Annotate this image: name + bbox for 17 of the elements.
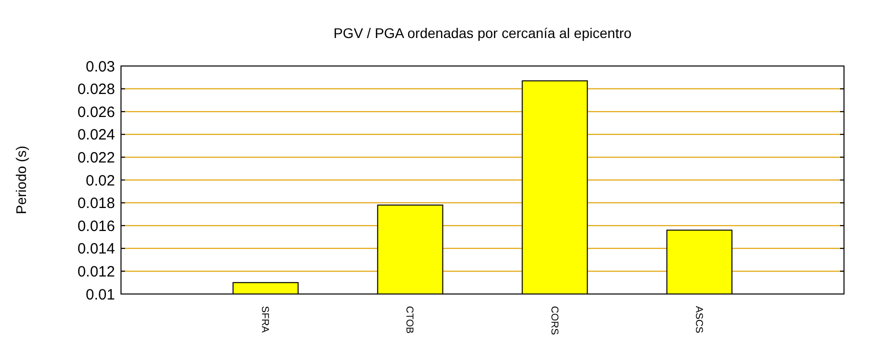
y-axis-title: Periodo (s) [13, 146, 29, 214]
y-tick-label: 0.016 [77, 218, 115, 235]
y-tick-label: 0.012 [77, 263, 115, 280]
y-tick-label: 0.03 [86, 58, 115, 76]
y-tick-label: 0.026 [77, 104, 115, 121]
x-tick-label: SFRA [259, 306, 270, 333]
y-tick-label: 0.02 [86, 172, 115, 190]
y-tick-label: 0.014 [77, 240, 115, 258]
x-tick-label: CTOB [404, 306, 415, 334]
y-tick-label: 0.028 [77, 81, 115, 98]
y-tick-label: 0.022 [77, 149, 115, 166]
y-tick-label: 0.024 [77, 126, 115, 144]
y-tick-label: 0.01 [86, 286, 115, 304]
x-tick-label: CORS [548, 306, 560, 336]
y-tick-label: 0.018 [77, 195, 115, 212]
chart-title: PGV / PGA ordenadas por cercanía al epicentro [333, 25, 632, 41]
x-tick-label: ASCS [692, 306, 704, 334]
